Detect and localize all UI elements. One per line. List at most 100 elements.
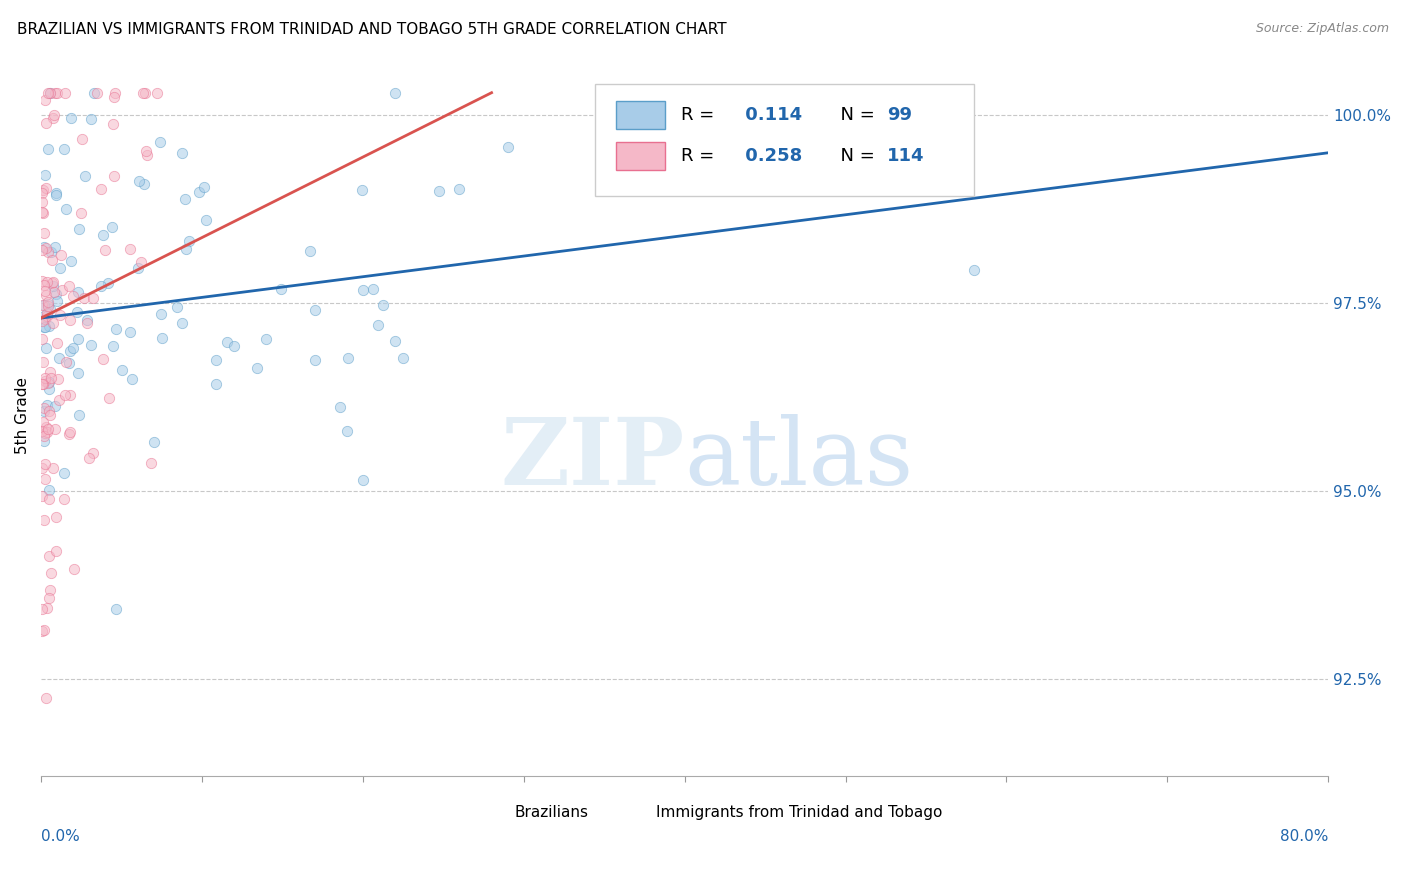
Point bbox=[41, 253, 63, 268]
Point bbox=[427, 184, 450, 198]
Point bbox=[82, 291, 104, 305]
Point bbox=[31, 314, 53, 328]
Point bbox=[336, 351, 359, 366]
Point bbox=[449, 182, 471, 196]
Point bbox=[103, 169, 125, 183]
Point bbox=[53, 388, 76, 402]
FancyBboxPatch shape bbox=[595, 84, 974, 195]
Point bbox=[104, 86, 127, 100]
Point bbox=[48, 351, 70, 366]
Point bbox=[59, 344, 82, 359]
Point bbox=[37, 399, 59, 413]
Point bbox=[34, 319, 56, 334]
Point bbox=[37, 376, 59, 391]
Point bbox=[31, 186, 53, 201]
Point bbox=[174, 192, 197, 206]
Text: Brazilians: Brazilians bbox=[515, 805, 589, 820]
Point bbox=[166, 300, 188, 314]
Point bbox=[35, 425, 58, 439]
Point bbox=[52, 491, 75, 506]
FancyBboxPatch shape bbox=[478, 805, 508, 820]
Point bbox=[34, 425, 56, 440]
Point bbox=[128, 173, 150, 187]
Point bbox=[39, 566, 62, 581]
Point bbox=[35, 341, 58, 355]
Point bbox=[31, 298, 53, 312]
Point bbox=[39, 370, 62, 384]
Point bbox=[35, 306, 58, 320]
Point bbox=[42, 108, 65, 122]
Point bbox=[41, 277, 63, 291]
Point bbox=[79, 450, 101, 465]
Point bbox=[35, 690, 58, 705]
Point bbox=[392, 351, 415, 365]
Point bbox=[34, 457, 56, 471]
Point bbox=[31, 332, 53, 346]
Point bbox=[35, 287, 58, 301]
Point bbox=[70, 206, 93, 220]
Point bbox=[121, 372, 143, 386]
Point bbox=[73, 291, 96, 305]
Point bbox=[32, 401, 55, 416]
Point bbox=[90, 279, 112, 293]
Point bbox=[31, 461, 53, 475]
Point bbox=[135, 148, 157, 162]
FancyBboxPatch shape bbox=[620, 805, 648, 820]
Text: ZIP: ZIP bbox=[501, 414, 685, 504]
Point bbox=[38, 483, 60, 498]
Point bbox=[31, 243, 53, 257]
Text: 114: 114 bbox=[887, 147, 924, 165]
Point bbox=[38, 86, 60, 100]
Point bbox=[127, 261, 149, 276]
Point bbox=[139, 456, 162, 470]
Point bbox=[37, 244, 59, 259]
Point bbox=[37, 142, 59, 156]
Point bbox=[34, 285, 56, 299]
Point bbox=[31, 204, 53, 219]
Point bbox=[58, 279, 80, 293]
Point bbox=[31, 624, 53, 639]
Point bbox=[132, 86, 155, 100]
Point bbox=[45, 286, 67, 301]
Point bbox=[91, 227, 114, 242]
Point bbox=[104, 602, 127, 616]
Point bbox=[38, 382, 60, 396]
Point bbox=[38, 86, 60, 100]
Point bbox=[177, 234, 200, 248]
Text: Source: ZipAtlas.com: Source: ZipAtlas.com bbox=[1256, 22, 1389, 36]
Point bbox=[38, 549, 60, 563]
Point bbox=[44, 240, 66, 254]
Point bbox=[118, 243, 141, 257]
Point bbox=[34, 239, 56, 253]
Point bbox=[45, 294, 67, 309]
Point bbox=[39, 301, 62, 316]
Point bbox=[963, 263, 986, 277]
Point bbox=[58, 426, 80, 441]
Point bbox=[245, 361, 267, 376]
Point bbox=[142, 434, 165, 449]
Point bbox=[174, 242, 197, 256]
Text: 80.0%: 80.0% bbox=[1279, 829, 1329, 844]
Point bbox=[42, 279, 65, 293]
Point bbox=[149, 307, 172, 321]
Point bbox=[38, 583, 60, 598]
Point bbox=[31, 424, 53, 438]
Point bbox=[150, 331, 173, 345]
Text: N =: N = bbox=[828, 147, 880, 165]
Point bbox=[35, 242, 58, 256]
Point bbox=[31, 274, 53, 288]
Point bbox=[31, 602, 53, 616]
Point bbox=[37, 299, 59, 313]
Text: 0.114: 0.114 bbox=[738, 106, 801, 124]
Point bbox=[304, 353, 326, 368]
Point bbox=[149, 135, 172, 149]
Point bbox=[34, 116, 56, 130]
Point bbox=[67, 285, 90, 300]
Point bbox=[42, 111, 65, 125]
Point bbox=[31, 354, 53, 368]
Point bbox=[97, 276, 120, 290]
Point bbox=[31, 376, 53, 391]
Point bbox=[34, 375, 56, 389]
Point bbox=[59, 425, 82, 439]
Point bbox=[32, 624, 55, 638]
